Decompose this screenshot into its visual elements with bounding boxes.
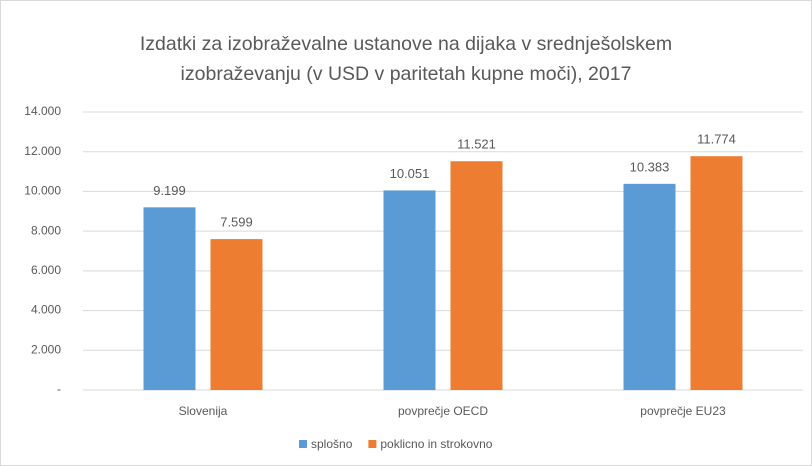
x-tick-label: Slovenija [179,404,228,418]
data-label: 10.051 [390,166,430,181]
y-tick-label: - [57,382,61,396]
legend-swatch [368,440,377,448]
y-tick-label: 12.000 [24,144,61,158]
bar [210,239,263,390]
data-label: 9.199 [153,183,186,198]
y-tick-label: 4.000 [31,303,61,317]
bar [383,190,436,390]
data-label: 11.774 [697,132,736,147]
y-tick-label: 6.000 [31,263,61,277]
bar [623,183,676,390]
x-tick-label: povprečje EU23 [640,404,726,418]
bar [450,161,503,390]
y-tick-label: 10.000 [24,184,61,198]
bar [690,156,743,390]
data-label: 7.599 [220,215,253,230]
data-label: 11.521 [457,137,496,152]
y-tick-label: 8.000 [31,223,61,237]
bar [143,207,196,390]
chart-title: Izdatki za izobraževalne ustanove na dij… [139,33,673,85]
legend-swatch [299,440,307,448]
y-tick-label: 2.000 [31,342,61,356]
y-tick-label: 14.000 [24,104,61,118]
legend-label: splošno [311,437,353,451]
data-label: 10.383 [630,159,670,174]
x-tick-label: povprečje OECD [398,404,488,418]
legend-label: poklicno in strokovno [380,437,492,451]
